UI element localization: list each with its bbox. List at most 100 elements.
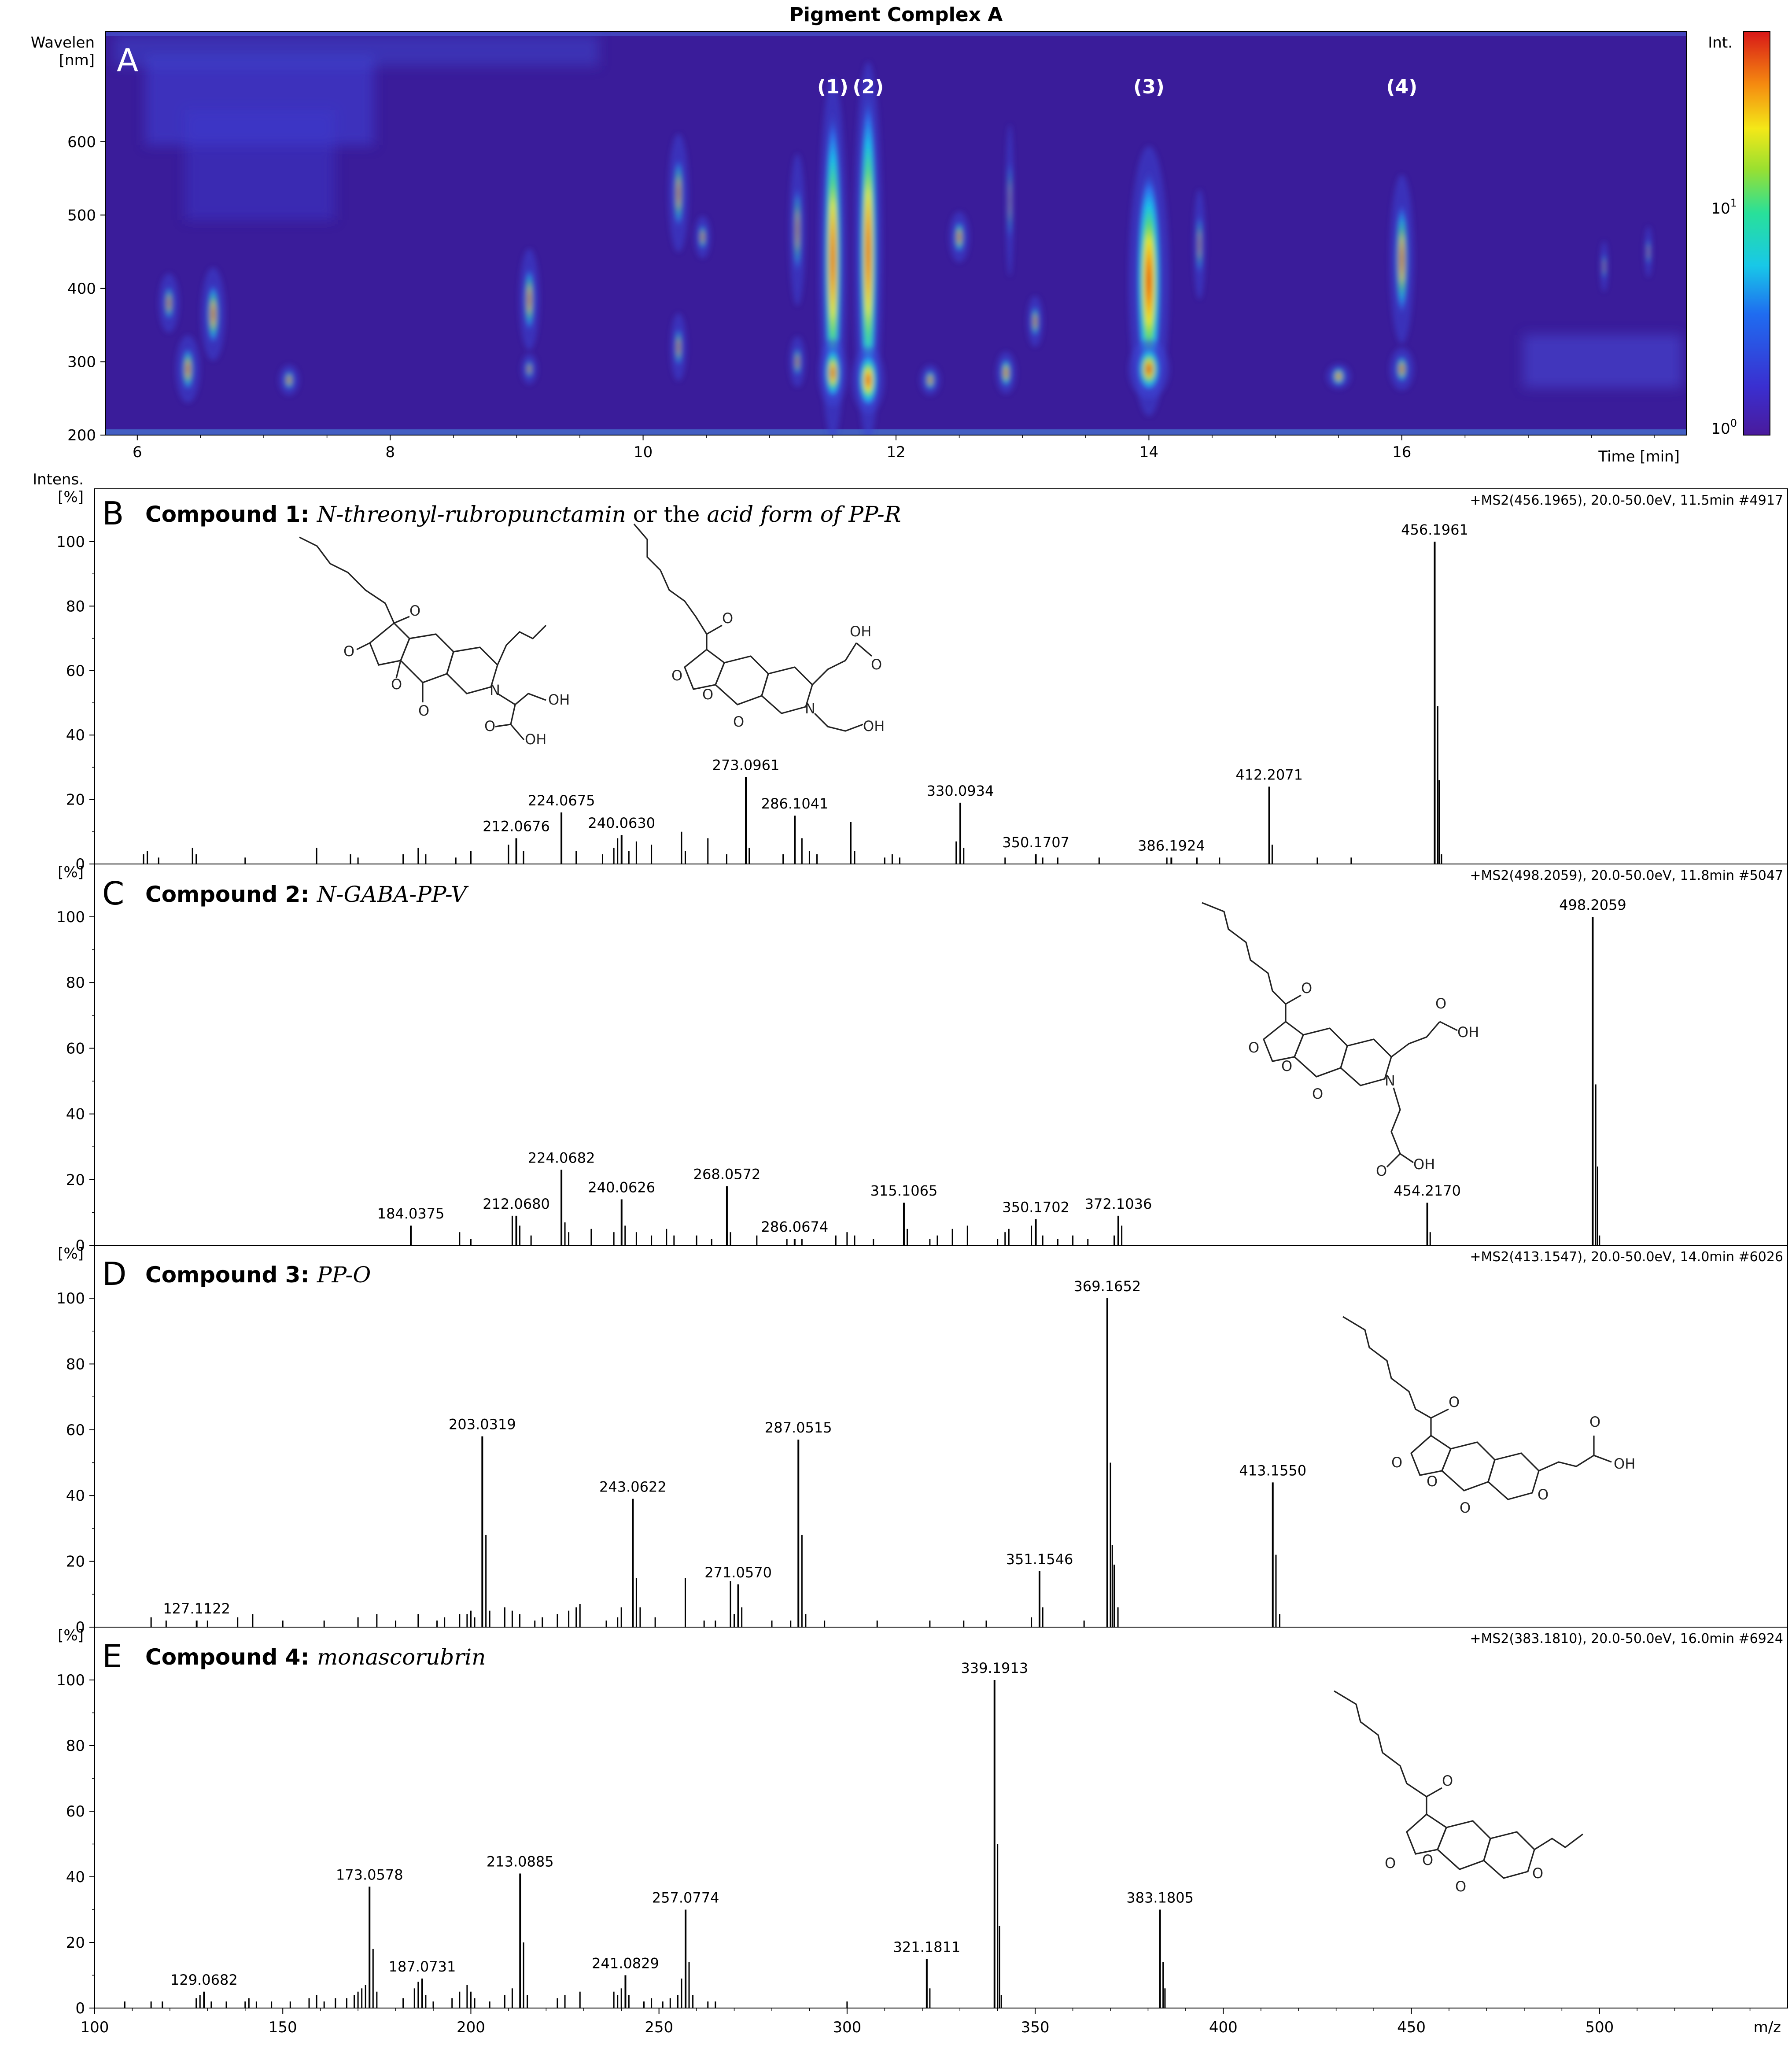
spectrum-title: Compound 1: N-threonyl-rubropunctamin or… xyxy=(145,502,901,527)
spectrum-peak-label: 350.1707 xyxy=(1002,834,1069,851)
spectrum-frame xyxy=(94,1627,1788,2008)
svg-text:OH: OH xyxy=(1413,1156,1435,1173)
heatmap-xtick-label: 14 xyxy=(1139,443,1158,461)
heatmap-peak-annotation: (2) xyxy=(852,76,884,98)
spectrum-frame xyxy=(94,1245,1788,1628)
heatmap-title: Pigment Complex A xyxy=(789,4,1003,26)
structure-compound-1b: O O O O N OH O OH xyxy=(633,523,885,735)
spectrum-title: Compound 2: N-GABA-PP-V xyxy=(145,882,469,907)
spectrum-peak-label: 286.1041 xyxy=(761,795,829,812)
heatmap-peak-annotation: (4) xyxy=(1386,76,1417,98)
heatmap-xlabel: Time [min] xyxy=(1598,448,1680,465)
panel-letter-b: B xyxy=(102,495,124,532)
svg-text:O: O xyxy=(1391,1454,1402,1471)
svg-text:O: O xyxy=(1442,1772,1453,1789)
heatmap-spot-8 xyxy=(1390,348,1414,390)
spectrum-xtick-label: 350 xyxy=(1021,2019,1050,2036)
svg-text:N: N xyxy=(490,682,500,698)
spectrum-xtick-label: 250 xyxy=(645,2019,673,2036)
spectrum-ytick-label: 80 xyxy=(66,598,85,615)
spectrum-peak-label: 286.0674 xyxy=(761,1218,828,1235)
spectrum-x-axis: 100 150 200 250 300 350 400 450 500 m/z xyxy=(81,2008,1781,2036)
spectrum-frame xyxy=(94,864,1788,1246)
spectrum-xtick-label: 200 xyxy=(457,2019,485,2036)
svg-text:O: O xyxy=(1532,1865,1543,1882)
spectrum-peak-label: 350.1702 xyxy=(1002,1199,1069,1215)
spectrum-ytick-label: 60 xyxy=(66,1421,85,1439)
spectrum-scan-info: +MS2(456.1965), 20.0-50.0eV, 11.5min #49… xyxy=(1470,493,1783,508)
spectrum-ytick-label: 100 xyxy=(56,1290,85,1307)
spectrum-peak-label: 241.0829 xyxy=(592,1955,659,1972)
colorbar-tick-label: 101 xyxy=(1711,197,1737,218)
spectrum-xtick-label: 500 xyxy=(1585,2019,1614,2036)
panel-letter-a: A xyxy=(117,42,138,79)
heatmap-ytick-label: 500 xyxy=(67,207,96,224)
svg-text:O: O xyxy=(418,702,429,719)
svg-text:OH: OH xyxy=(1614,1455,1635,1472)
svg-text:OH: OH xyxy=(1457,1024,1479,1041)
spectrum-ylabel: [%] xyxy=(58,864,84,881)
spectrum-ytick-label: 20 xyxy=(66,1934,85,1952)
heatmap-spot-14 xyxy=(521,354,538,384)
svg-text:O: O xyxy=(1385,1855,1396,1872)
heatmap-spot-2 xyxy=(819,339,847,407)
spectrum-ytick-label: 0 xyxy=(75,1237,85,1255)
heatmap-xtick-label: 16 xyxy=(1392,443,1411,461)
spectrum-ytick-label: 0 xyxy=(75,1619,85,1636)
heatmap-ytick-label: 200 xyxy=(67,427,96,444)
heatmap-spot-6 xyxy=(1128,340,1169,399)
svg-text:O: O xyxy=(1422,1852,1433,1868)
heatmap-spot-13 xyxy=(519,248,540,350)
svg-text:O: O xyxy=(702,686,713,703)
spectrum-peak-label: 315.1065 xyxy=(870,1182,938,1199)
heatmap-spot-19 xyxy=(789,336,806,387)
colorbar-label: Int. xyxy=(1708,34,1733,52)
spectrum-xlabel: m/z xyxy=(1754,2019,1781,2036)
spectrum-scan-info: +MS2(413.1547), 20.0-50.0eV, 14.0min #60… xyxy=(1470,1249,1783,1265)
svg-text:O: O xyxy=(1312,1085,1323,1102)
panel-letter-c: C xyxy=(102,875,124,912)
spectrum-peak-label: 369.1652 xyxy=(1074,1278,1141,1295)
spectrum-ylabel: [%] xyxy=(58,1627,84,1644)
svg-text:O: O xyxy=(1281,1058,1292,1074)
spectrum-peak-label: 129.0682 xyxy=(170,1971,238,1988)
svg-text:O: O xyxy=(1538,1486,1549,1503)
spectrum-peak-label: 243.0622 xyxy=(599,1479,667,1495)
spectrum-peak-label: 224.0675 xyxy=(528,792,595,809)
spectrum-peak-label: 240.0630 xyxy=(588,815,655,831)
spectrum-ytick-label: 40 xyxy=(66,1487,85,1505)
heatmap-spot-25 xyxy=(1326,364,1351,389)
heatmap-spot-26 xyxy=(1006,124,1014,277)
heatmap-spot-3 xyxy=(854,62,882,435)
heatmap-peak-annotation: (3) xyxy=(1133,76,1165,98)
spectrum-ytick-label: 60 xyxy=(66,1803,85,1820)
spectrum-peak-label: 454.2170 xyxy=(1394,1182,1461,1199)
spectrum-peak-label: 372.1036 xyxy=(1085,1196,1152,1212)
svg-text:O: O xyxy=(1449,1394,1460,1410)
heatmap-xtick-label: 12 xyxy=(886,443,905,461)
svg-text:O: O xyxy=(1589,1414,1600,1430)
svg-text:OH: OH xyxy=(548,691,570,708)
spectrum-peak-label: 456.1961 xyxy=(1401,521,1468,538)
svg-text:O: O xyxy=(871,656,882,673)
panel-letter-d: D xyxy=(102,1255,126,1292)
spectrum-peak-label: 224.0682 xyxy=(528,1149,595,1166)
svg-text:O: O xyxy=(343,643,354,660)
heatmap-peak-annotation: (1) xyxy=(817,76,848,98)
spectrum-ytick-label: 40 xyxy=(66,727,85,744)
spectrum-peak-label: 271.0570 xyxy=(704,1564,772,1581)
spectrum-frame xyxy=(94,488,1788,864)
svg-text:O: O xyxy=(671,667,682,684)
svg-text:O: O xyxy=(722,610,733,627)
spectrum-peak-label: 413.1550 xyxy=(1239,1462,1306,1479)
heatmap-spot-16 xyxy=(670,313,687,381)
colorbar-tick-label: 100 xyxy=(1711,417,1737,438)
heatmap-ylabel-line1: Wavelen xyxy=(31,34,95,52)
spectrum-peak-label: 240.0626 xyxy=(588,1179,655,1196)
spectrum-ylabel: [%] xyxy=(58,1245,84,1263)
svg-text:O: O xyxy=(1376,1163,1387,1179)
heatmap-spot-21 xyxy=(949,211,970,262)
spectrum-peak-label: 287.0515 xyxy=(765,1419,832,1436)
heatmap-spot-12 xyxy=(279,365,299,395)
